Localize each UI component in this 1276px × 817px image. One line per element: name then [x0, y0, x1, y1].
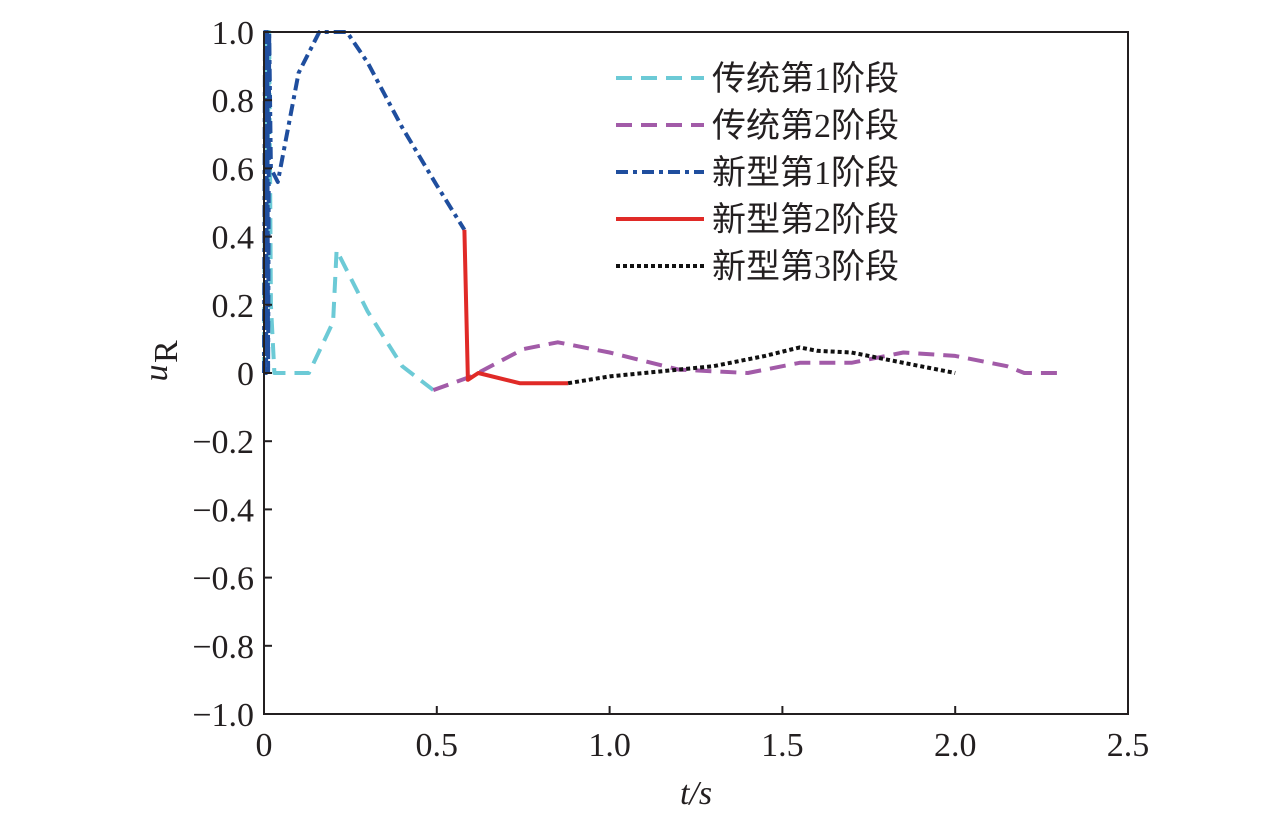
y-tick-label: 0.2 — [212, 288, 255, 325]
x-tick-label: 0.5 — [416, 727, 459, 764]
series-line-2 — [432, 340, 1059, 392]
series-layer — [262, 30, 1059, 392]
y-tick-label: 0.6 — [212, 151, 255, 188]
y-tick-label: −0.2 — [192, 424, 254, 461]
legend-label: 传统第1阶段 — [712, 60, 899, 98]
y-tick-label: −0.4 — [192, 492, 254, 529]
series-line-3 — [262, 30, 467, 375]
y-tick-label: 0.4 — [212, 220, 255, 257]
y-tick-label: 0 — [237, 356, 254, 393]
plot-frame — [263, 31, 1129, 715]
y-tick-label: −1.0 — [192, 697, 254, 734]
y-axis-label-main: u — [138, 365, 175, 382]
x-axis-label: t/s — [680, 775, 712, 812]
y-tick-label: −0.8 — [192, 629, 254, 666]
y-tick-label: 0.8 — [212, 83, 255, 120]
series-line-5 — [567, 345, 956, 386]
x-tick-label: 0 — [256, 727, 273, 764]
y-tick-label: 1.0 — [212, 15, 255, 52]
y-axis-label: u R — [138, 340, 185, 382]
y-axis-label-sub: R — [148, 340, 185, 363]
x-tick-label: 1.0 — [588, 727, 631, 764]
x-tick-label: 1.5 — [761, 727, 804, 764]
series-line-4 — [462, 229, 569, 386]
legend-label: 新型第3阶段 — [712, 248, 899, 286]
legend-label: 传统第2阶段 — [712, 107, 899, 145]
legend-label: 新型第2阶段 — [712, 201, 899, 239]
legend-label: 新型第1阶段 — [712, 154, 899, 192]
series-line-1 — [262, 30, 435, 392]
x-tick-label: 2.0 — [934, 727, 977, 764]
y-tick-label: −0.6 — [192, 561, 254, 598]
ticks-layer: 0 0.5 1.0 1.5 2.0 2.5 −1.0 −0.8 −0.6 −0.4 −0.2 0 0.2… — [192, 15, 1149, 764]
x-tick-label: 2.5 — [1107, 727, 1150, 764]
